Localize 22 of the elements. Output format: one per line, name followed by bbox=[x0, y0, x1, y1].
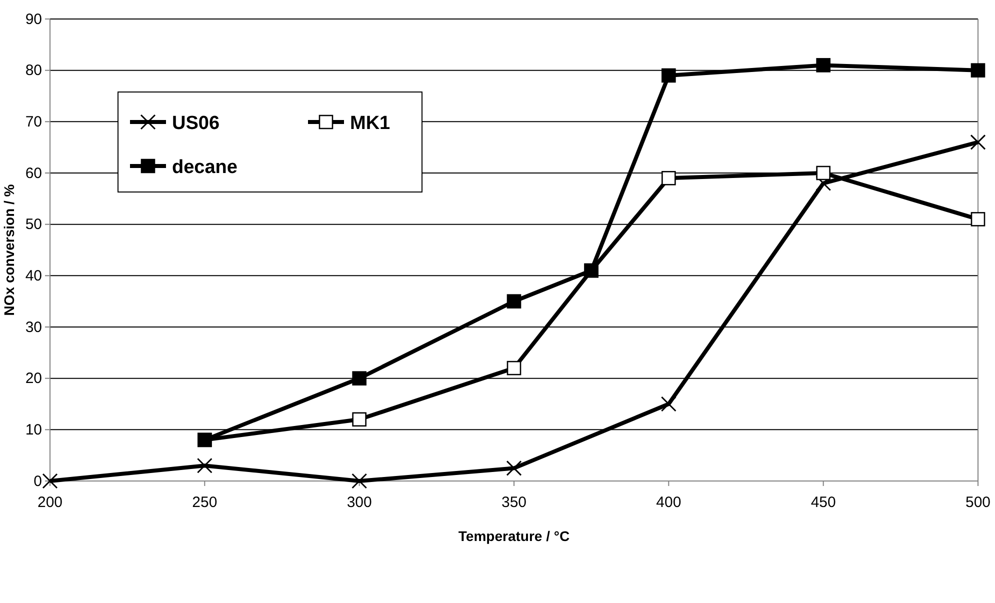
x-tick-label: 350 bbox=[501, 494, 527, 511]
y-tick-label: 20 bbox=[25, 370, 42, 388]
x-tick-label: 450 bbox=[810, 494, 836, 511]
x-tick-label: 300 bbox=[346, 494, 372, 511]
legend-label: US06 bbox=[172, 113, 220, 134]
y-tick-label: 80 bbox=[25, 62, 42, 80]
y-tick-label: 40 bbox=[25, 267, 42, 284]
y-tick-label: 90 bbox=[25, 10, 42, 28]
y-tick-label: 30 bbox=[25, 318, 42, 336]
x-axis-title: Temperature / °C bbox=[458, 528, 570, 544]
y-tick-label: 60 bbox=[25, 164, 42, 182]
y-tick-label: 0 bbox=[34, 472, 42, 490]
y-tick-label: 50 bbox=[25, 216, 42, 234]
x-tick-label: 250 bbox=[192, 494, 218, 511]
x-tick-label: 200 bbox=[37, 494, 63, 511]
y-tick-label: 70 bbox=[25, 113, 42, 130]
y-tick-label: 10 bbox=[25, 421, 42, 438]
legend-label: decane bbox=[172, 157, 238, 178]
x-tick-label: 400 bbox=[656, 494, 682, 511]
legend-label: MK1 bbox=[350, 113, 391, 134]
x-tick-label: 500 bbox=[965, 494, 991, 511]
y-axis-title: NOx conversion / % bbox=[1, 184, 17, 316]
